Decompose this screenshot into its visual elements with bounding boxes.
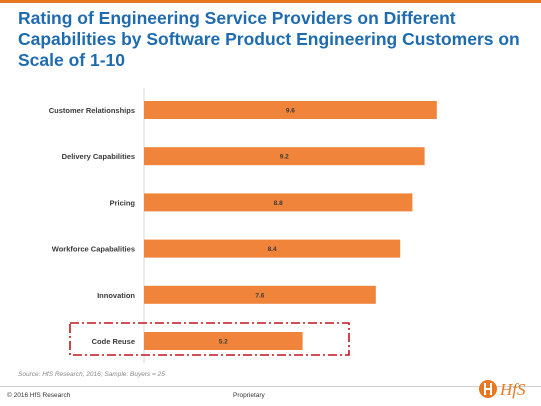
category-tick-label: Code Reuse — [92, 337, 135, 346]
bar — [144, 332, 303, 350]
footer-divider — [0, 386, 541, 387]
bar — [144, 193, 413, 212]
bar-chart: Customer Relationships 9.6 Delivery Capabi… — [49, 88, 437, 363]
top-accent-rule — [0, 0, 541, 3]
data-value-label: 8.4 — [268, 246, 277, 253]
highlight-box — [69, 322, 350, 356]
data-value-label: 5.2 — [219, 339, 228, 346]
hfs-logo-icon: HfS — [479, 380, 526, 399]
bar — [144, 147, 425, 166]
page-title: Rating of Engineering Service Providers … — [18, 8, 520, 70]
category-tick-label: Innovation — [97, 291, 135, 300]
copyright-text: © 2016 HfS Research — [7, 392, 71, 399]
category-tick-label: Pricing — [110, 198, 136, 207]
data-value-label: 9.2 — [280, 154, 289, 161]
data-value-label: 9.6 — [286, 108, 295, 115]
logo-wordmark: HfS — [499, 380, 526, 399]
bar — [144, 285, 376, 304]
source-note: Source: HfS Research, 2016; Sample: Buye… — [18, 371, 165, 378]
category-tick-label: Delivery Capabilities — [62, 152, 135, 161]
data-value-label: 8.8 — [274, 200, 283, 207]
category-tick-label: Customer Relationships — [49, 106, 135, 115]
bar — [144, 239, 401, 258]
data-value-label: 7.6 — [255, 292, 264, 299]
category-tick-label: Workforce Capabalities — [52, 245, 135, 254]
bar — [144, 101, 437, 119]
proprietary-label: Proprietary — [233, 392, 265, 399]
